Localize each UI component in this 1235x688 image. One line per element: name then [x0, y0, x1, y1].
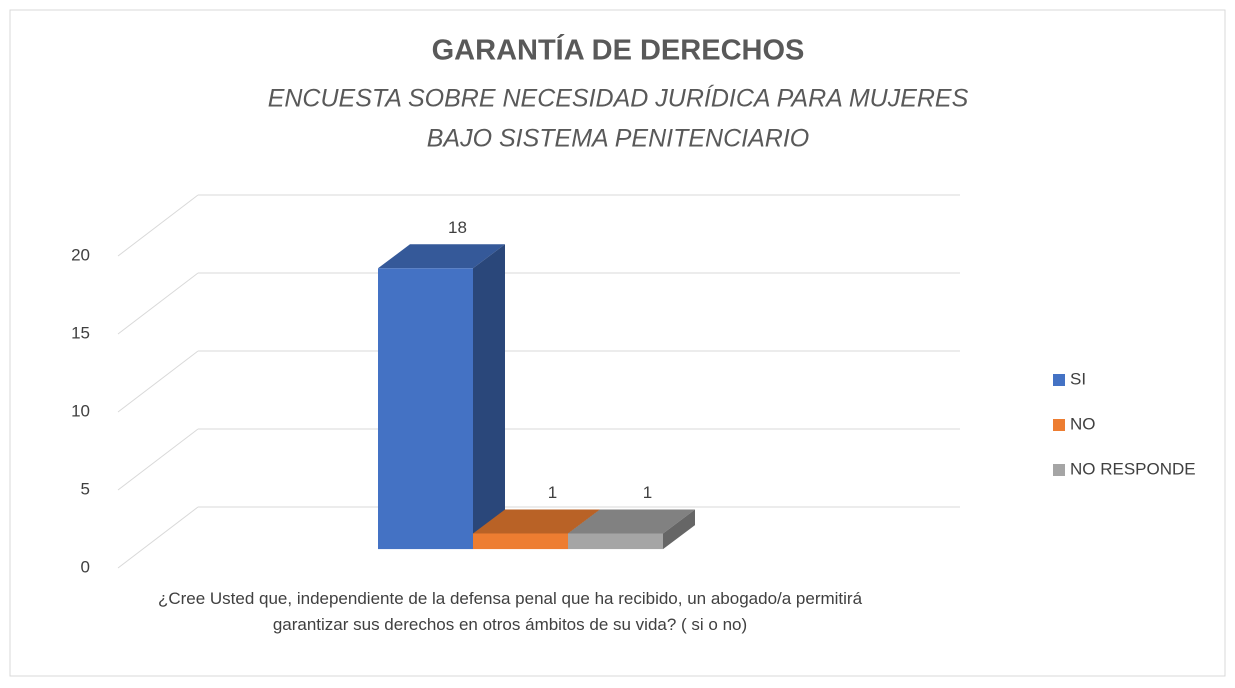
legend-label: SI — [1070, 369, 1086, 388]
y-tick-label: 0 — [81, 557, 90, 576]
data-label: 18 — [448, 218, 467, 237]
grid-line — [117, 194, 199, 257]
legend-swatch — [1053, 464, 1065, 476]
x-category-label: ¿Cree Usted que, independiente de la def… — [157, 589, 863, 634]
bar-side — [473, 244, 505, 550]
grid-line — [117, 272, 199, 335]
y-tick-label: 15 — [71, 323, 90, 342]
data-label: 1 — [643, 483, 652, 502]
data-label: 1 — [548, 483, 557, 502]
bar-top — [473, 509, 600, 534]
chart-subtitle: ENCUESTA SOBRE NECESIDAD JURÍDICA PARA M… — [268, 84, 969, 113]
y-tick-label: 5 — [81, 479, 90, 498]
grid-line — [117, 506, 199, 569]
bar — [378, 268, 473, 550]
chart-title: GARANTÍA DE DERECHOS — [432, 33, 805, 67]
legend-swatch — [1053, 374, 1065, 386]
legend-label: NO — [1070, 414, 1096, 433]
chart-frame — [9, 9, 1226, 677]
grid-line — [117, 350, 199, 413]
legend-swatch — [1053, 419, 1065, 431]
bar-side — [663, 509, 695, 550]
bar-top — [568, 509, 695, 534]
y-tick-label: 20 — [71, 245, 90, 264]
bar — [473, 533, 568, 550]
grid-line — [117, 428, 199, 491]
bar — [568, 533, 663, 550]
y-tick-label: 10 — [71, 401, 90, 420]
bar-top — [378, 244, 505, 269]
legend-label: NO RESPONDE — [1070, 459, 1196, 478]
chart-subtitle: BAJO SISTEMA PENITENCIARIO — [427, 125, 809, 153]
